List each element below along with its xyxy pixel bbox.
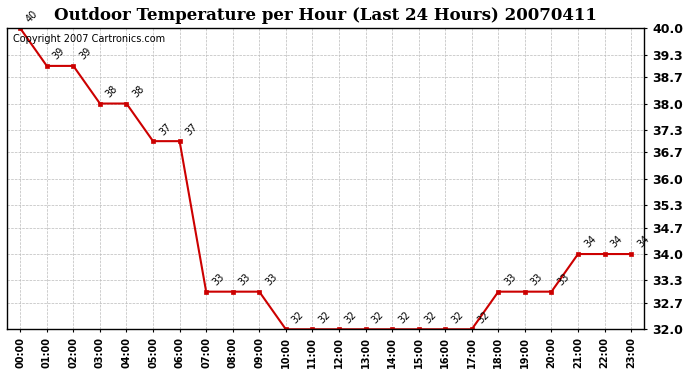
Text: 37: 37 <box>184 121 199 137</box>
Text: 39: 39 <box>51 46 67 62</box>
Text: 32: 32 <box>396 309 412 325</box>
Text: 37: 37 <box>157 121 173 137</box>
Text: 34: 34 <box>609 234 624 250</box>
Text: 38: 38 <box>104 84 120 99</box>
Text: 33: 33 <box>264 272 279 288</box>
Text: 34: 34 <box>635 234 651 250</box>
Text: 33: 33 <box>502 272 518 288</box>
Text: 32: 32 <box>317 309 333 325</box>
Text: 32: 32 <box>476 309 492 325</box>
Text: 40: 40 <box>24 8 40 24</box>
Text: 33: 33 <box>210 272 226 288</box>
Text: 32: 32 <box>370 309 386 325</box>
Title: Outdoor Temperature per Hour (Last 24 Hours) 20070411: Outdoor Temperature per Hour (Last 24 Ho… <box>55 7 597 24</box>
Text: 39: 39 <box>77 46 93 62</box>
Text: 34: 34 <box>582 234 598 250</box>
Text: Copyright 2007 Cartronics.com: Copyright 2007 Cartronics.com <box>13 34 166 44</box>
Text: 32: 32 <box>290 309 306 325</box>
Text: 33: 33 <box>555 272 571 288</box>
Text: 33: 33 <box>237 272 253 288</box>
Text: 32: 32 <box>343 309 359 325</box>
Text: 33: 33 <box>529 272 545 288</box>
Text: 38: 38 <box>130 84 146 99</box>
Text: 32: 32 <box>423 309 439 325</box>
Text: 32: 32 <box>449 309 465 325</box>
